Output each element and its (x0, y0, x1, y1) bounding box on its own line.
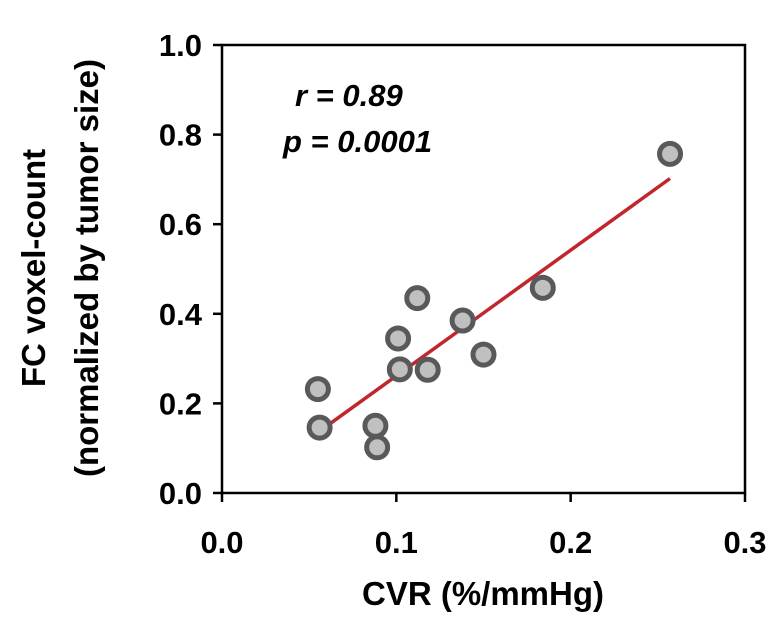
y-tick-label: 0.8 (159, 118, 202, 153)
data-point (449, 307, 476, 334)
fit-line-group (318, 177, 672, 433)
plot-frame (220, 43, 747, 495)
data-point (362, 412, 389, 439)
x-axis-title: CVR (%/mmHg) (362, 575, 604, 612)
x-tick-label: 0.3 (723, 525, 766, 560)
y-tick-label: 1.0 (159, 28, 202, 63)
data-point (385, 325, 412, 352)
axis-ticks: 0.0 0.2 0.4 0.6 0.8 1.0 0.0 0.1 0.2 0.3 (159, 28, 767, 560)
y-tick-label: 0.2 (159, 386, 202, 421)
annotation-p: p = 0.0001 (282, 124, 432, 159)
x-tick-label: 0.2 (549, 525, 592, 560)
data-points (304, 140, 684, 461)
data-point (414, 356, 441, 383)
x-tick-label: 0.1 (375, 525, 418, 560)
data-point (306, 414, 333, 441)
data-point (529, 274, 556, 301)
y-tick-label: 0.4 (159, 297, 203, 332)
x-tick-label: 0.0 (200, 525, 243, 560)
data-point (404, 285, 431, 312)
data-point (364, 434, 391, 461)
data-point (657, 140, 684, 167)
data-point (304, 376, 331, 403)
data-point (470, 341, 497, 368)
y-axis-title-line-2: (normalized by tumor size) (68, 59, 105, 477)
y-axis-title-line-1: FC voxel-count (15, 149, 52, 387)
annotation-r: r = 0.89 (295, 78, 403, 113)
regression-line (318, 177, 672, 433)
y-tick-label: 0.6 (159, 207, 202, 242)
data-point (386, 356, 413, 383)
y-tick-label: 0.0 (159, 476, 202, 511)
